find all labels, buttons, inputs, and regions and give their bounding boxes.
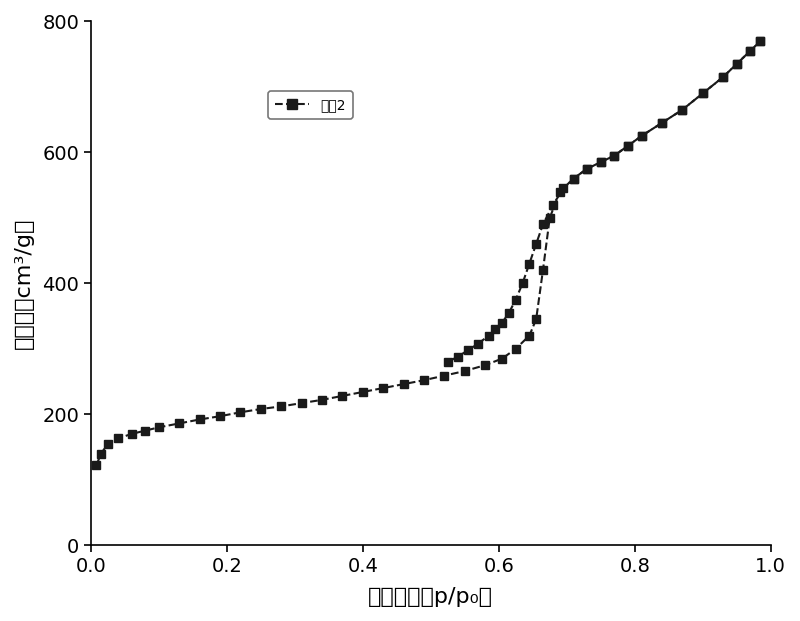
Y-axis label: 吸附量（cm³/g）: 吸附量（cm³/g） [14,217,34,349]
Legend: 样品2: 样品2 [268,91,353,119]
X-axis label: 相对压力（p/p₀）: 相对压力（p/p₀） [368,587,494,607]
